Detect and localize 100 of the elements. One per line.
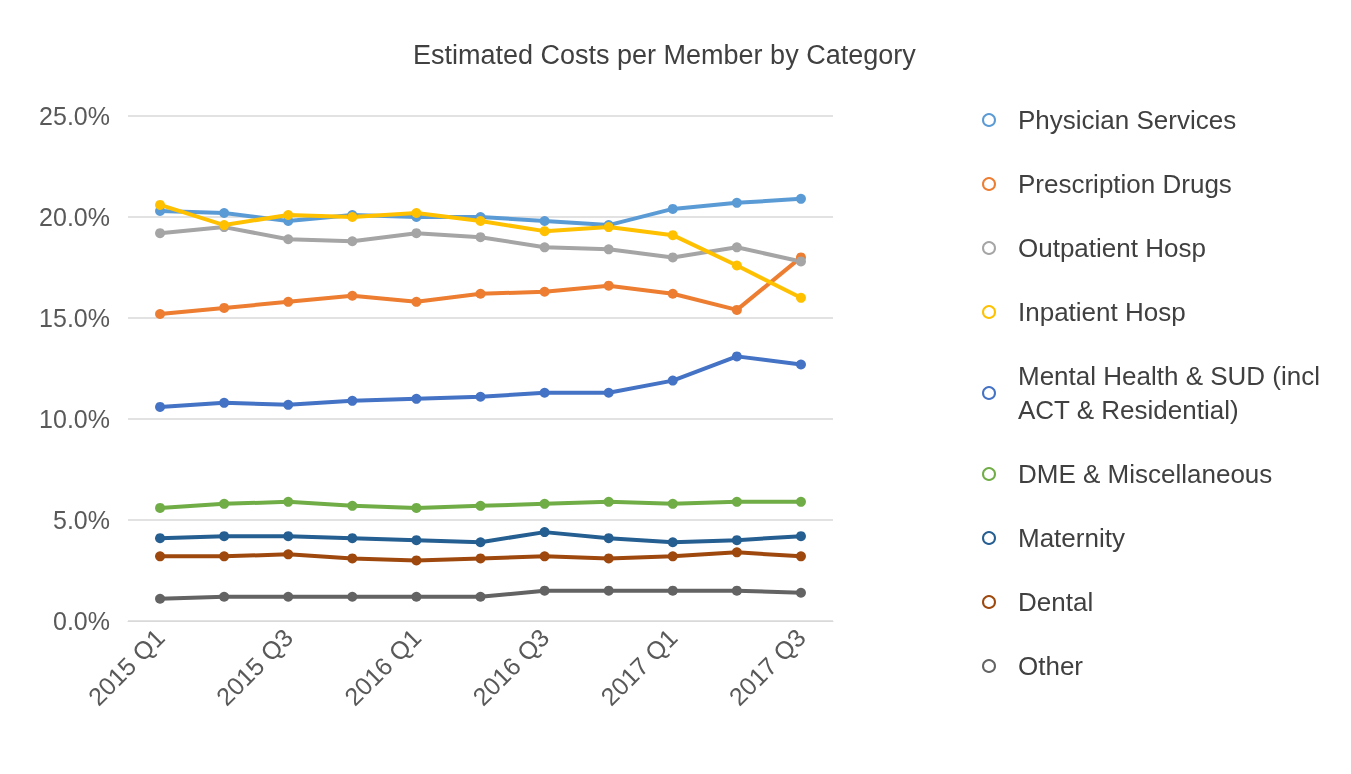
point <box>539 216 550 227</box>
legend-label: Dental <box>1018 587 1094 617</box>
legend-label: Outpatient Hosp <box>1018 233 1206 263</box>
point <box>155 228 166 239</box>
point <box>411 502 422 513</box>
point <box>219 591 230 602</box>
point <box>411 535 422 546</box>
point <box>283 549 294 560</box>
point <box>731 535 742 546</box>
point <box>539 286 550 297</box>
point <box>731 547 742 558</box>
point <box>283 531 294 542</box>
legend-label: Inpatient Hosp <box>1018 297 1186 327</box>
point <box>155 551 166 562</box>
point <box>603 533 614 544</box>
point <box>667 585 678 596</box>
legend-label: DME & Miscellaneous <box>1018 459 1273 489</box>
point <box>603 280 614 291</box>
point <box>667 375 678 386</box>
point <box>283 496 294 507</box>
point <box>283 209 294 220</box>
point <box>219 397 230 408</box>
chart-title: Estimated Costs per Member by Category <box>413 39 917 70</box>
point <box>219 302 230 313</box>
point <box>795 551 806 562</box>
point <box>411 296 422 307</box>
point <box>283 591 294 602</box>
point <box>475 391 486 402</box>
point <box>667 537 678 548</box>
point <box>667 252 678 263</box>
point <box>731 351 742 362</box>
point <box>219 551 230 562</box>
point <box>795 256 806 267</box>
point <box>795 359 806 370</box>
point <box>795 193 806 204</box>
legend-label: Other <box>1018 651 1084 681</box>
point <box>539 551 550 562</box>
legend-label: Physician Services <box>1018 105 1237 135</box>
point <box>475 288 486 299</box>
point <box>731 242 742 253</box>
point <box>347 553 358 564</box>
y-tick-label: 5.0% <box>53 506 110 534</box>
legend-label: Mental Health & SUD (incl ACT & Residential) <box>1018 361 1328 425</box>
point <box>283 399 294 410</box>
point <box>667 230 678 241</box>
legend-label: Maternity <box>1018 523 1125 553</box>
point <box>539 527 550 538</box>
point <box>475 537 486 548</box>
y-tick-label: 20.0% <box>39 203 110 231</box>
point <box>411 555 422 566</box>
point <box>283 296 294 307</box>
y-tick-label: 10.0% <box>39 405 110 433</box>
y-tick-label: 15.0% <box>39 304 110 332</box>
point <box>411 207 422 218</box>
point <box>667 288 678 299</box>
point <box>603 553 614 564</box>
point <box>603 387 614 398</box>
point <box>603 585 614 596</box>
point <box>155 593 166 604</box>
point <box>283 234 294 245</box>
point <box>347 395 358 406</box>
point <box>475 553 486 564</box>
point <box>347 533 358 544</box>
point <box>155 533 166 544</box>
point <box>539 387 550 398</box>
point <box>795 496 806 507</box>
point <box>667 498 678 509</box>
point <box>219 531 230 542</box>
point <box>539 226 550 237</box>
legend-label: Prescription Drugs <box>1018 169 1232 199</box>
point <box>731 496 742 507</box>
point <box>795 531 806 542</box>
point <box>219 207 230 218</box>
point <box>155 199 166 210</box>
point <box>795 292 806 303</box>
point <box>347 236 358 247</box>
point <box>539 242 550 253</box>
point <box>539 585 550 596</box>
point <box>795 587 806 598</box>
point <box>475 500 486 511</box>
point <box>731 260 742 271</box>
point <box>411 228 422 239</box>
point <box>411 393 422 404</box>
y-tick-label: 0.0% <box>53 607 110 635</box>
point <box>411 591 422 602</box>
point <box>475 232 486 243</box>
point <box>667 551 678 562</box>
point <box>539 498 550 509</box>
point <box>155 308 166 319</box>
point <box>155 401 166 412</box>
point <box>667 203 678 214</box>
point <box>603 244 614 255</box>
point <box>219 498 230 509</box>
point <box>347 591 358 602</box>
point <box>731 585 742 596</box>
point <box>731 197 742 208</box>
point <box>731 304 742 315</box>
point <box>155 502 166 513</box>
point <box>475 216 486 227</box>
point <box>475 591 486 602</box>
